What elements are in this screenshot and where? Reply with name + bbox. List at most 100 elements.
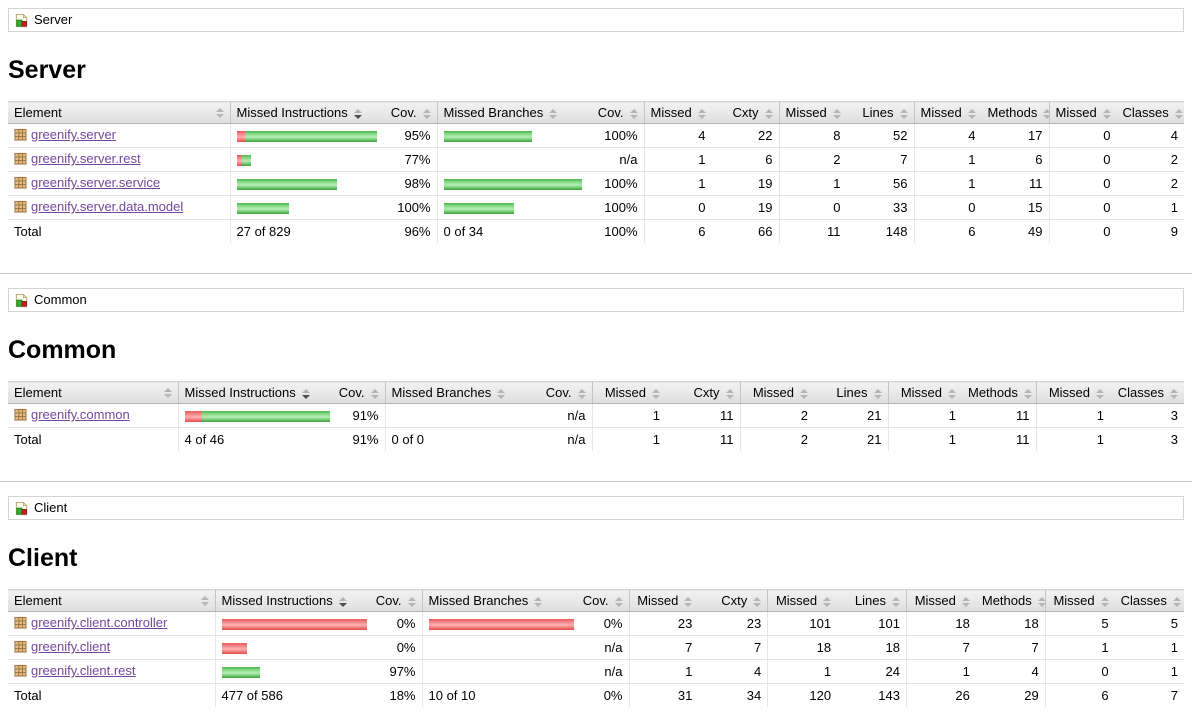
metric-value: 34 — [698, 683, 768, 707]
coverage-table: Element Missed Instructions Cov. Missed Bra… — [8, 101, 1184, 243]
package-link[interactable]: greenify.common — [31, 407, 130, 422]
bar-green-segment — [201, 411, 330, 423]
column-header-element[interactable]: Element — [8, 101, 230, 124]
metric-value: 11 — [962, 403, 1036, 428]
package-link[interactable]: greenify.server.data.model — [31, 199, 184, 214]
sort-icon — [1172, 596, 1181, 607]
table-row: greenify.server.service 98% 100% 1 19 1 56 1 11 0… — [8, 171, 1184, 196]
column-header-cxty[interactable]: Cxty — [711, 101, 779, 124]
metric-value: 11 — [778, 219, 847, 243]
sort-icon — [200, 596, 209, 606]
element-cell: greenify.client.controller — [8, 611, 215, 636]
missed-instructions-cell — [229, 123, 382, 148]
element-cell: greenify.client — [8, 635, 215, 660]
column-header-missed[interactable]: Missed — [1035, 381, 1110, 404]
coverage-bar — [184, 411, 330, 423]
column-header-missed[interactable]: Missed — [643, 101, 712, 124]
column-header-missed[interactable]: Missed — [739, 381, 814, 404]
column-header-cov[interactable]: Cov. — [574, 589, 629, 612]
metric-value: 1 — [1114, 635, 1184, 660]
column-header-cov[interactable]: Cov. — [367, 589, 422, 612]
column-header-cov[interactable]: Cov. — [330, 381, 385, 404]
column-header-missed-instructions[interactable]: Missed Instructions — [177, 381, 330, 404]
package-link[interactable]: greenify.server — [31, 127, 117, 142]
coverage-bar — [443, 131, 532, 143]
metric-value: 23 — [698, 611, 768, 636]
section-divider — [0, 481, 1192, 482]
table-row: greenify.client.controller 0% 0% 23 23 101 101… — [8, 611, 1184, 636]
column-header-missed[interactable]: Missed — [913, 101, 982, 124]
column-header-cxty[interactable]: Cxty — [666, 381, 740, 404]
column-header-missed[interactable]: Missed — [767, 589, 838, 612]
column-header-cov[interactable]: Cov. — [537, 381, 592, 404]
table-row: greenify.common 91% n/a 1 11 2 21 1 11 1 3 — [8, 403, 1184, 428]
column-header-methods[interactable]: Methods — [962, 381, 1036, 404]
total-label: Total — [8, 683, 215, 707]
group-icon — [14, 293, 29, 308]
column-label: Cxty — [721, 593, 748, 608]
column-header-missed[interactable]: Missed — [887, 381, 962, 404]
sort-icon — [697, 108, 706, 119]
column-header-element[interactable]: Element — [8, 381, 178, 404]
coverage-table: Element Missed Instructions Cov. Missed Bra… — [8, 381, 1184, 451]
column-label: Lines — [854, 593, 886, 608]
column-header-missed-branches[interactable]: Missed Branches — [436, 101, 589, 124]
metric-value: 9 — [1116, 219, 1184, 243]
table-row: greenify.client.rest 97% n/a 1 4 1 24 1 4 0 1 — [8, 659, 1184, 684]
column-header-methods[interactable]: Methods — [981, 101, 1049, 124]
metric-value: 7 — [698, 635, 768, 660]
metric-value: 0 — [1048, 171, 1117, 196]
column-header-cov[interactable]: Cov. — [382, 101, 437, 124]
page-title: Client — [8, 544, 78, 572]
header-row: Element Missed Instructions Cov. Missed Bra… — [8, 381, 1184, 404]
package-link[interactable]: greenify.client — [31, 639, 111, 654]
column-header-classes[interactable]: Classes — [1114, 589, 1184, 612]
branches-coverage: 0% — [574, 611, 629, 636]
column-header-methods[interactable]: Methods — [975, 589, 1046, 612]
column-header-lines[interactable]: Lines — [846, 101, 914, 124]
package-link[interactable]: greenify.client.controller — [31, 615, 168, 630]
coverage-bar — [428, 619, 574, 631]
bar-red-segment — [428, 619, 574, 631]
sort-icon — [1174, 108, 1183, 119]
column-header-element[interactable]: Element — [8, 589, 215, 612]
column-header-missed[interactable]: Missed — [905, 589, 976, 612]
metric-value: 31 — [628, 683, 699, 707]
column-header-missed[interactable]: Missed — [591, 381, 666, 404]
branches-coverage: n/a — [574, 659, 629, 684]
column-label: Cxty — [732, 105, 759, 120]
column-header-lines[interactable]: Lines — [814, 381, 888, 404]
sort-icon — [873, 388, 882, 399]
branches-coverage: 100% — [589, 195, 644, 220]
metric-value: 6 — [981, 147, 1049, 172]
column-header-missed-instructions[interactable]: Missed Instructions — [229, 101, 382, 124]
column-header-missed-branches[interactable]: Missed Branches — [384, 381, 537, 404]
column-header-missed[interactable]: Missed — [1048, 101, 1117, 124]
column-label: Missed — [1053, 593, 1095, 608]
package-link[interactable]: greenify.client.rest — [31, 663, 136, 678]
header-row: Element Missed Instructions Cov. Missed Bra… — [8, 101, 1184, 124]
column-header-missed-instructions[interactable]: Missed Instructions — [214, 589, 367, 612]
column-label: Classes — [1120, 593, 1167, 608]
coverage-bar — [236, 179, 337, 191]
package-link[interactable]: greenify.server.service — [31, 175, 161, 190]
column-header-classes[interactable]: Classes — [1116, 101, 1184, 124]
package-link[interactable]: greenify.server.rest — [31, 151, 141, 166]
sort-icon — [534, 596, 543, 607]
column-label: Missed Instructions — [184, 385, 296, 400]
column-header-missed[interactable]: Missed — [628, 589, 699, 612]
column-header-missed[interactable]: Missed — [1044, 589, 1115, 612]
sort-icon — [1037, 596, 1046, 607]
column-header-classes[interactable]: Classes — [1110, 381, 1184, 404]
column-header-cov[interactable]: Cov. — [589, 101, 644, 124]
column-header-lines[interactable]: Lines — [837, 589, 907, 612]
column-header-cxty[interactable]: Cxty — [698, 589, 768, 612]
breadcrumb: Client — [8, 496, 1184, 520]
page-title: Server — [8, 56, 86, 84]
sort-icon — [1096, 388, 1104, 399]
column-header-missed-branches[interactable]: Missed Branches — [421, 589, 574, 612]
bar-red-segment — [184, 411, 202, 423]
column-header-missed[interactable]: Missed — [778, 101, 847, 124]
metric-value: 1 — [1035, 427, 1110, 451]
column-label: Methods — [968, 385, 1018, 400]
